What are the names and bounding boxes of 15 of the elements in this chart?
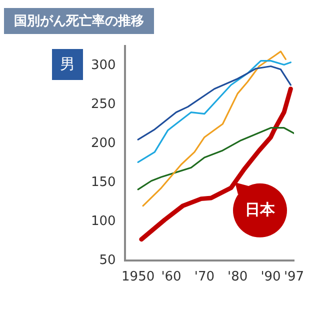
x-tick-label: 1950 (122, 270, 155, 285)
y-tick-label: 50 (99, 252, 116, 268)
x-tick-label: '97 (284, 270, 304, 285)
x-tick-label: '90 (260, 270, 281, 285)
x-tick-label: '60 (161, 270, 182, 285)
y-tick-label: 300 (90, 58, 116, 73)
y-tick-label: 200 (90, 136, 116, 151)
text: 男 (52, 49, 83, 80)
x-tick-label: '70 (194, 270, 214, 285)
chart-title: 国別がん死亡率の推移 (4, 8, 154, 34)
y-tick-label: 100 (90, 214, 116, 229)
y-tick-label: 150 (90, 174, 116, 190)
legend-label: 日本 (245, 200, 276, 218)
y-tick-label: 250 (90, 96, 116, 112)
x-tick-label: '80 (228, 270, 248, 285)
